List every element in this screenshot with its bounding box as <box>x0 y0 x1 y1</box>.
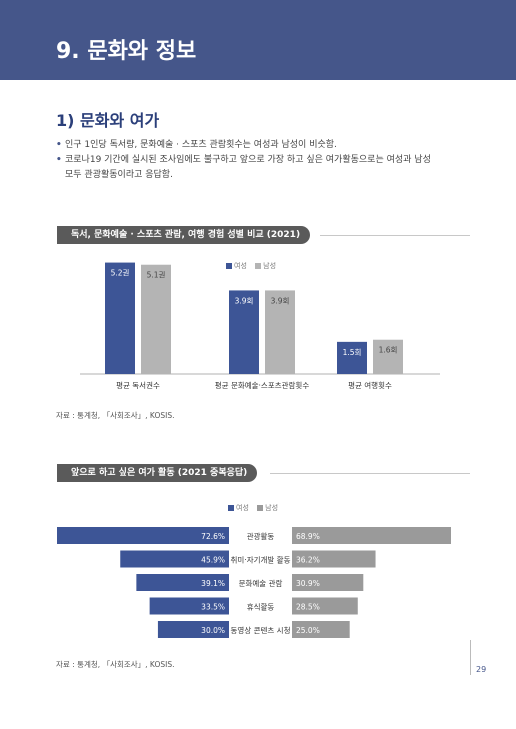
chart1-title: 독서, 문화예술 · 스포츠 관람, 여행 경험 성별 비교 (2021) <box>57 226 311 244</box>
bar-value-label: 1.6회 <box>379 346 398 355</box>
hbar-value-female: 45.9% <box>201 556 225 565</box>
chart2-title: 앞으로 하고 싶은 여가 활동 (2021 중복응답) <box>57 464 258 482</box>
legend-item-male: 남성 <box>257 504 278 512</box>
hbar-category-label: 취미·자기개발 활동 <box>231 555 291 565</box>
bar-female <box>229 290 259 374</box>
hbar-value-male: 30.9% <box>296 579 320 588</box>
bar-female <box>337 341 367 374</box>
hbar-value-male: 28.5% <box>296 603 320 612</box>
legend-label-female: 여성 <box>234 262 247 270</box>
page-number: 29 <box>476 665 487 674</box>
hbar-value-female: 39.1% <box>201 579 225 588</box>
legend-swatch-male <box>257 505 264 511</box>
bullet-marker: • <box>56 140 62 150</box>
hbar-category-label: 문화예술 관람 <box>239 578 283 588</box>
hbar-female <box>57 527 229 544</box>
hbar-category-label: 휴식활동 <box>247 602 275 612</box>
bullet-list: • 인구 1인당 독서량, 문화예술 · 스포츠 관람횟수는 여성과 남성이 비슷… <box>56 138 476 183</box>
legend-item-male: 남성 <box>255 262 276 270</box>
legend-label-male: 남성 <box>265 504 279 512</box>
bar-male <box>265 290 295 374</box>
category-label: 평균 여행횟수 <box>348 380 392 390</box>
hbar-value-male: 68.9% <box>296 532 320 541</box>
category-label: 평균 독서권수 <box>116 380 160 390</box>
hbar-female <box>136 574 229 591</box>
legend-swatch-female <box>226 263 232 269</box>
hbar-male <box>292 574 364 591</box>
page-title: 9. 문화와 정보 <box>56 39 197 64</box>
bar-male <box>373 339 403 374</box>
legend-item-female: 여성 <box>228 504 249 512</box>
bullet-item: • 코로나19 기간에 실시된 조사임에도 불구하고 앞으로 가장 하고 싶은 여… <box>56 153 476 168</box>
bullet-text: 모두 관광활동이라고 응답함. <box>65 170 173 180</box>
hbar-female <box>149 597 229 615</box>
chart1-source: 자료 : 통계청, 「사회조사」, KOSIS. <box>56 411 175 420</box>
hbar-male <box>292 527 451 544</box>
chart2-title-rule <box>270 473 470 474</box>
chart1-title-rule <box>320 235 470 236</box>
hbar-category-label: 동영상 콘텐츠 시청 <box>231 625 291 635</box>
hbar-value-female: 33.5% <box>201 603 225 612</box>
chart2-legend: 여성 남성 <box>228 503 284 513</box>
bullet-marker: • <box>56 155 62 165</box>
hbar-value-female: 30.0% <box>201 626 225 635</box>
hbar-value-female: 72.6% <box>201 532 225 541</box>
legend-swatch-male <box>255 263 262 269</box>
legend-swatch-female <box>228 505 234 511</box>
legend-label-male: 남성 <box>263 262 277 270</box>
chart1-legend: 여성 남성 <box>226 261 282 271</box>
bullet-text: 코로나19 기간에 실시된 조사임에도 불구하고 앞으로 가장 하고 싶은 여가… <box>65 155 431 165</box>
bar-value-label: 5.2권 <box>111 269 130 278</box>
hbar-female <box>157 621 229 638</box>
bar-value-label: 3.9회 <box>271 296 290 305</box>
bar-value-label: 5.1권 <box>147 271 166 280</box>
hbar-male <box>292 597 358 615</box>
bar-value-label: 1.5회 <box>343 348 362 357</box>
hbar-male <box>292 621 350 638</box>
section-title: 1) 문화와 여가 <box>56 111 160 130</box>
hbar-male <box>292 550 376 568</box>
bullet-item: • 인구 1인당 독서량, 문화예술 · 스포츠 관람횟수는 여성과 남성이 비슷… <box>56 138 476 153</box>
category-label: 평균 문화예술·스포츠관람횟수 <box>215 380 310 390</box>
legend-label-female: 여성 <box>236 504 249 512</box>
bar-male <box>141 264 171 374</box>
bar-female <box>105 262 135 374</box>
bar-value-label: 3.9회 <box>235 296 254 305</box>
hbar-category-label: 관광활동 <box>247 531 275 541</box>
bullet-text: 인구 1인당 독서량, 문화예술 · 스포츠 관람횟수는 여성과 남성이 비슷함… <box>65 140 337 150</box>
bullet-item-continued: 모두 관광활동이라고 응답함. <box>56 168 476 183</box>
page-number-rule <box>470 640 471 675</box>
legend-item-female: 여성 <box>226 262 247 270</box>
hbar-value-male: 25.0% <box>296 626 320 635</box>
hbar-female <box>120 550 229 568</box>
hbar-value-male: 36.2% <box>296 556 320 565</box>
chart2-source: 자료 : 통계청, 「사회조사」, KOSIS. <box>56 660 175 669</box>
header-band <box>0 0 516 80</box>
